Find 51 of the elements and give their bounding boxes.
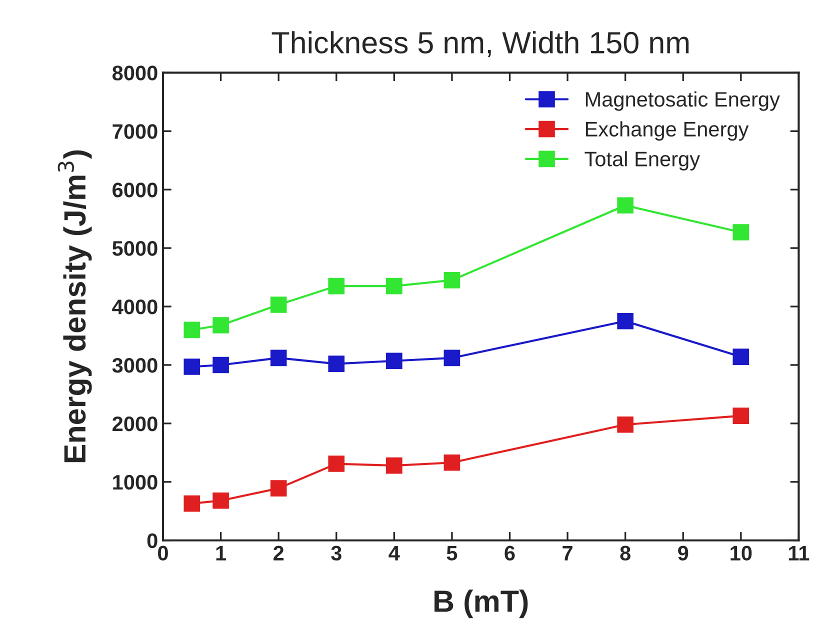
point [270,350,287,366]
point [184,358,200,375]
y-axis-title: Energy density (J/m$^{3}$) [58,150,92,462]
y-tick-label: 8000 [112,66,158,80]
point [212,492,229,509]
y-tick-label: 2000 [112,416,158,432]
x-axis-title: B (mT) [434,590,528,618]
point [212,356,229,374]
x-tick-label: 10 [730,546,752,561]
x-tick-label: 4 [388,546,400,560]
y-tick-label: 5000 [112,241,158,256]
legend-label: Magnetosatic Energy [586,91,780,111]
point [386,352,402,370]
point [386,278,402,294]
x-tick-label: 0 [158,546,168,561]
x-tick-label: 9 [678,546,688,561]
point [328,278,345,294]
y-tick-label: 7000 [112,124,158,139]
point [444,350,460,366]
y-tick-label: 0 [147,533,158,548]
x-tick-label: 1 [216,546,226,560]
point [444,272,460,288]
point [732,348,750,365]
point [270,480,287,496]
point [444,454,460,471]
chart-title: Thickness 5 nm, Width 150 nm [272,31,689,58]
legend-label: Total Energy [584,151,700,171]
x-tick-label: 11 [789,546,810,560]
x-tick-label: 2 [274,546,284,560]
x-tick-label: 3 [331,546,342,561]
point [386,457,402,474]
point [328,456,345,472]
point [270,296,287,313]
x-tick-label: 8 [620,546,630,561]
x-tick-label: 6 [504,546,515,561]
point [732,408,750,424]
y-tick-label: 3000 [112,358,158,373]
x-tick-label: 5 [446,546,458,561]
point [617,312,634,330]
x-tick-label: 7 [562,546,572,560]
point [184,322,200,338]
point [617,416,634,433]
point [184,495,200,512]
point [328,356,345,372]
y-tick-label: 4000 [112,300,158,314]
y-tick-label: 6000 [112,182,158,198]
point [617,197,634,214]
point [732,224,750,240]
point [212,317,229,334]
legend-label: Exchange Energy [586,121,749,141]
y-tick-label: 1000 [113,474,158,490]
